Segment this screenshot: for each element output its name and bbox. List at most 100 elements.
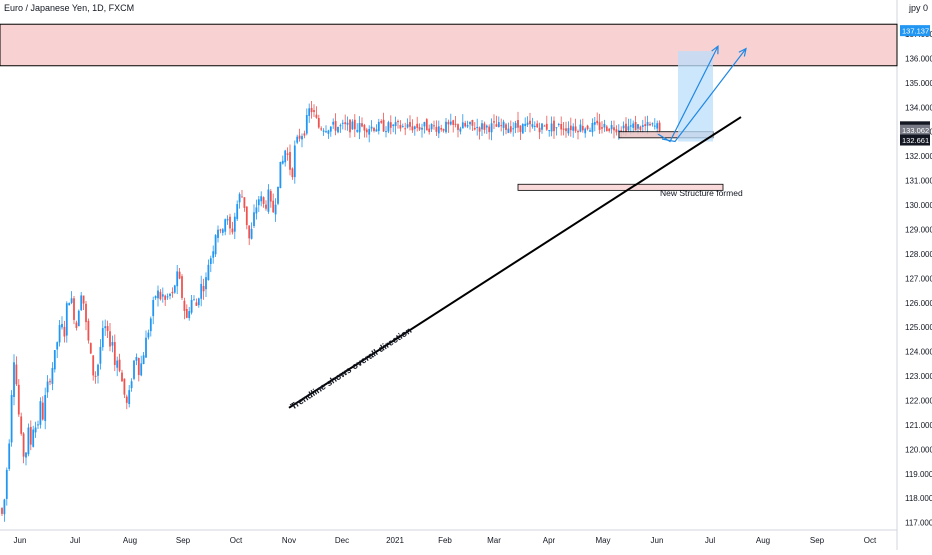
structure-label: New Structure formed bbox=[660, 188, 743, 198]
candle-body bbox=[5, 469, 8, 499]
candle-body bbox=[471, 119, 474, 126]
candle-body bbox=[111, 342, 114, 346]
candle-body bbox=[632, 123, 635, 128]
candle-body bbox=[44, 394, 47, 421]
candle-body bbox=[97, 364, 99, 376]
candle-body bbox=[238, 194, 241, 203]
candle-body bbox=[233, 216, 236, 232]
y-tick-label: 127.000 bbox=[905, 274, 932, 283]
candle-body bbox=[584, 128, 587, 134]
candle-body bbox=[241, 196, 243, 198]
candle-body bbox=[509, 126, 512, 132]
candle-body bbox=[166, 296, 169, 298]
candle-body bbox=[572, 126, 575, 131]
candle-body bbox=[178, 271, 181, 279]
candle-body bbox=[553, 120, 555, 132]
candle-body bbox=[70, 298, 73, 303]
candle-body bbox=[416, 123, 419, 128]
candle-body bbox=[109, 331, 111, 347]
candle-body bbox=[375, 129, 378, 132]
candle-body bbox=[200, 283, 203, 299]
candle-body bbox=[579, 124, 582, 132]
candle-body bbox=[217, 229, 219, 238]
candle-body bbox=[502, 121, 505, 128]
candle-body bbox=[476, 126, 479, 129]
candle-body bbox=[442, 128, 445, 131]
candle-body bbox=[207, 264, 210, 281]
candle-body bbox=[37, 424, 39, 426]
candle-body bbox=[478, 127, 481, 132]
candle-body bbox=[334, 121, 337, 131]
candle-body bbox=[500, 125, 503, 127]
candle-body bbox=[557, 124, 560, 126]
y-tick-label: 120.000 bbox=[905, 445, 932, 454]
x-tick-label: Jul bbox=[70, 536, 80, 545]
candle-body bbox=[550, 123, 553, 132]
y-tick-label: 121.000 bbox=[905, 421, 932, 430]
resistance-zone bbox=[0, 23, 898, 67]
candle-body bbox=[27, 427, 30, 455]
candle-body bbox=[63, 326, 66, 337]
candle-body bbox=[183, 300, 186, 311]
candle-body bbox=[173, 285, 176, 293]
candle-body bbox=[310, 107, 313, 113]
candle-body bbox=[303, 133, 306, 136]
candle-body bbox=[193, 299, 195, 301]
candle-body bbox=[569, 125, 572, 131]
candle-body bbox=[286, 153, 289, 155]
currency-label: jpy 0 bbox=[908, 3, 928, 13]
candle-body bbox=[154, 296, 157, 299]
x-tick-label: Dec bbox=[335, 536, 349, 545]
candle-body bbox=[3, 499, 6, 515]
y-tick-label: 124.000 bbox=[905, 348, 932, 357]
candle-body bbox=[596, 120, 599, 124]
candle-body bbox=[555, 127, 558, 129]
candle-body bbox=[428, 128, 431, 133]
candle-body bbox=[53, 350, 56, 370]
candle-body bbox=[639, 126, 642, 130]
candle-body bbox=[483, 123, 486, 130]
candle-body bbox=[243, 197, 246, 208]
price-label-box bbox=[900, 25, 930, 37]
candle-body bbox=[377, 121, 380, 132]
candle-body bbox=[161, 294, 164, 297]
candle-body bbox=[298, 135, 301, 139]
candle-body bbox=[118, 359, 121, 371]
candle-body bbox=[353, 119, 356, 130]
candle-body bbox=[281, 160, 284, 164]
candle-body bbox=[577, 130, 579, 133]
y-tick-label: 136.000 bbox=[905, 54, 932, 63]
y-tick-label: 118.000 bbox=[905, 494, 932, 503]
candle-body bbox=[130, 381, 133, 389]
candle-body bbox=[279, 161, 282, 189]
x-tick-label: Nov bbox=[282, 536, 296, 545]
candle-body bbox=[226, 219, 229, 221]
candle-body bbox=[627, 126, 630, 131]
candle-body bbox=[212, 251, 215, 258]
candle-body bbox=[277, 186, 279, 204]
candle-body bbox=[106, 325, 109, 331]
candle-body bbox=[466, 125, 469, 127]
candle-body bbox=[169, 293, 171, 297]
y-tick-label: 131.000 bbox=[905, 177, 932, 186]
candle-body bbox=[613, 127, 615, 131]
candle-body bbox=[58, 325, 61, 343]
candle-body bbox=[260, 196, 263, 202]
trendline bbox=[288, 116, 742, 409]
candle-body bbox=[145, 337, 147, 358]
candle-body bbox=[99, 346, 102, 364]
candle-body bbox=[457, 124, 459, 130]
candle-body bbox=[598, 122, 601, 130]
candle-body bbox=[305, 114, 308, 134]
candle-body bbox=[536, 123, 539, 128]
candle-body bbox=[365, 129, 368, 133]
candle-body bbox=[394, 122, 397, 127]
candle-body bbox=[363, 125, 366, 131]
candle-body bbox=[73, 298, 75, 320]
x-tick-label: Jun bbox=[14, 536, 27, 545]
candle-body bbox=[452, 120, 455, 125]
candle-body bbox=[392, 124, 395, 126]
candle-body bbox=[490, 123, 493, 133]
